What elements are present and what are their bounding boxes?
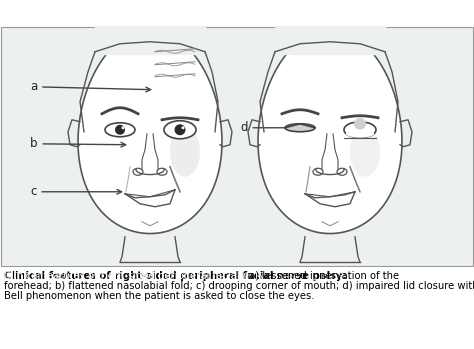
- Ellipse shape: [115, 125, 125, 135]
- Ellipse shape: [350, 127, 380, 177]
- Ellipse shape: [182, 126, 184, 129]
- Ellipse shape: [346, 130, 374, 138]
- Ellipse shape: [344, 122, 376, 138]
- Ellipse shape: [170, 127, 200, 177]
- Text: forehead; b) flattened nasolabial fold; c) drooping corner of mouth; d) impaired: forehead; b) flattened nasolabial fold; …: [4, 281, 474, 291]
- Text: FIGURE 1: FIGURE 1: [7, 8, 72, 21]
- Ellipse shape: [121, 126, 125, 129]
- Ellipse shape: [105, 123, 135, 137]
- Ellipse shape: [354, 118, 366, 130]
- Polygon shape: [258, 30, 402, 233]
- Text: d: d: [240, 121, 312, 134]
- Text: c: c: [30, 185, 122, 198]
- Text: a) lessened innervation of the: a) lessened innervation of the: [246, 271, 399, 281]
- Ellipse shape: [164, 121, 196, 139]
- Text: b: b: [30, 137, 126, 150]
- Text: Clinical features of right-sided peripheral facial nerve palsy: a) lessened inne: Clinical features of right-sided periphe…: [4, 271, 456, 281]
- Polygon shape: [78, 30, 222, 233]
- Text: a: a: [30, 80, 151, 93]
- Ellipse shape: [174, 124, 185, 135]
- Ellipse shape: [285, 124, 315, 132]
- Text: Clinical features of right-sided peripheral facial nerve palsy:: Clinical features of right-sided periphe…: [4, 271, 346, 281]
- Text: Bell phenomenon when the patient is asked to close the eyes.: Bell phenomenon when the patient is aske…: [4, 291, 315, 301]
